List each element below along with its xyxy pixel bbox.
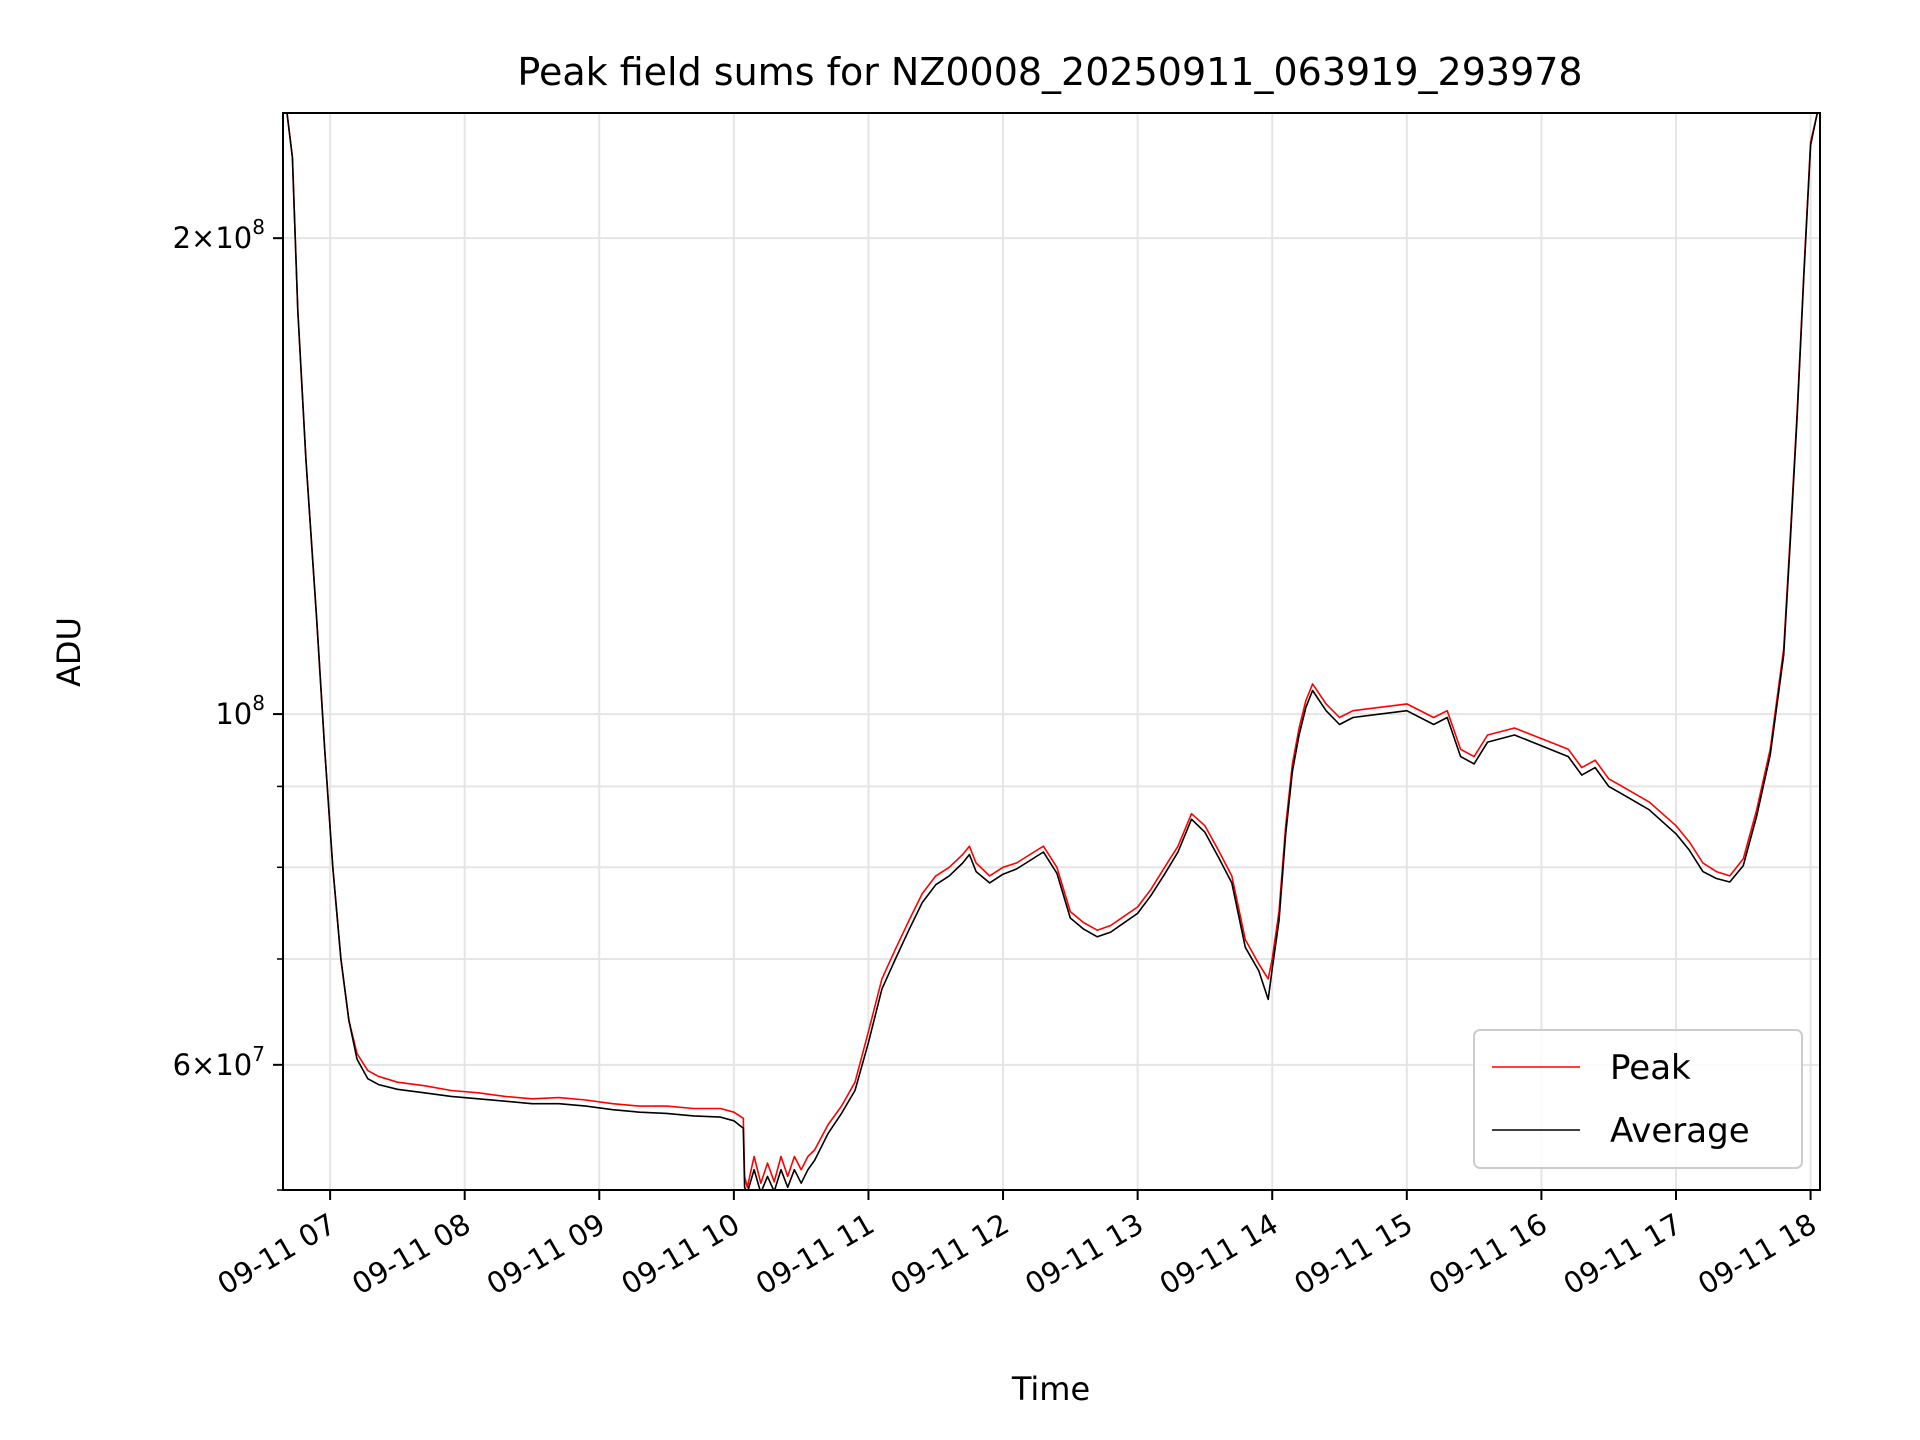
y-tick-label: 108 xyxy=(215,691,265,731)
plot-lines xyxy=(286,113,1819,1190)
y-axis: 2×108 108 6×107 xyxy=(173,215,283,1191)
legend: Peak Average xyxy=(1473,1029,1803,1169)
legend-box xyxy=(1473,1029,1803,1169)
y-tick-label: 6×107 xyxy=(173,1042,265,1082)
series-line-peak xyxy=(286,113,1819,1189)
series-line-average xyxy=(286,113,1819,1190)
y-tick-label: 2×108 xyxy=(173,215,265,255)
chart-title: Peak field sums for NZ0008_20250911_0639… xyxy=(517,50,1582,94)
x-axis-title: Time xyxy=(1011,1370,1090,1408)
legend-label-peak: Peak xyxy=(1610,1048,1691,1088)
plot-area-frame xyxy=(282,112,1821,1191)
y-axis-title: ADU xyxy=(50,617,88,687)
grid xyxy=(283,113,1820,1191)
legend-label-average: Average xyxy=(1610,1111,1750,1151)
